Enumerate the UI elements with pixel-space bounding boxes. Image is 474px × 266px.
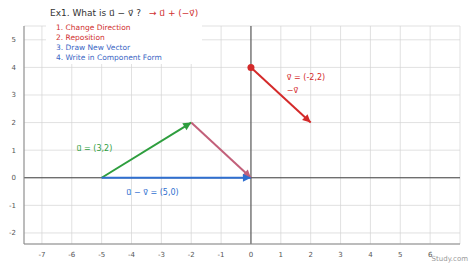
html-text:v⃗ = (-2,2): v⃗ = (-2,2) [286,73,326,82]
html-text:u⃗ − v⃗ = (5,0): u⃗ − v⃗ = (5,0) [126,187,179,197]
svg-text:6: 6 [427,251,433,259]
html-text:−v⃗: −v⃗ [286,86,299,95]
svg-text:1: 1 [12,147,16,155]
svg-text:-4: -4 [128,251,136,259]
svg-text:0: 0 [12,174,16,182]
svg-text:-3: -3 [158,251,165,259]
html-text:4. Write in Component Form: 4. Write in Component Form [56,53,162,62]
svg-text:0: 0 [249,251,253,259]
svg-text:-2: -2 [9,229,16,237]
svg-text:-6: -6 [68,251,76,259]
svg-text:5: 5 [12,36,16,44]
svg-text:-5: -5 [98,251,105,259]
svg-text:3: 3 [338,251,342,259]
svg-text:-2: -2 [188,251,195,259]
svg-text:3: 3 [12,91,16,99]
svg-text:4: 4 [368,251,373,259]
html-text:→ u⃗ + (−v⃗): → u⃗ + (−v⃗) [149,8,199,18]
svg-text:-7: -7 [38,251,45,259]
svg-text:5: 5 [398,251,402,259]
html-text:1. Change Direction: 1. Change Direction [56,23,131,32]
svg-text:-1: -1 [9,202,16,210]
svg-text:4: 4 [12,64,17,72]
html-text:3. Draw New Vector: 3. Draw New Vector [56,43,131,52]
html-text:Study.com: Study.com [431,255,468,263]
svg-text:-1: -1 [218,251,225,259]
svg-text:1: 1 [279,251,283,259]
html-text:Ex1. What is u⃗ − v⃗ ?: Ex1. What is u⃗ − v⃗ ? [50,8,141,18]
svg-text:2: 2 [308,251,312,259]
html-text:2. Reposition: 2. Reposition [56,33,105,42]
html-text:u⃗ = (3,2): u⃗ = (3,2) [76,144,113,154]
svg-text:2: 2 [12,119,16,127]
